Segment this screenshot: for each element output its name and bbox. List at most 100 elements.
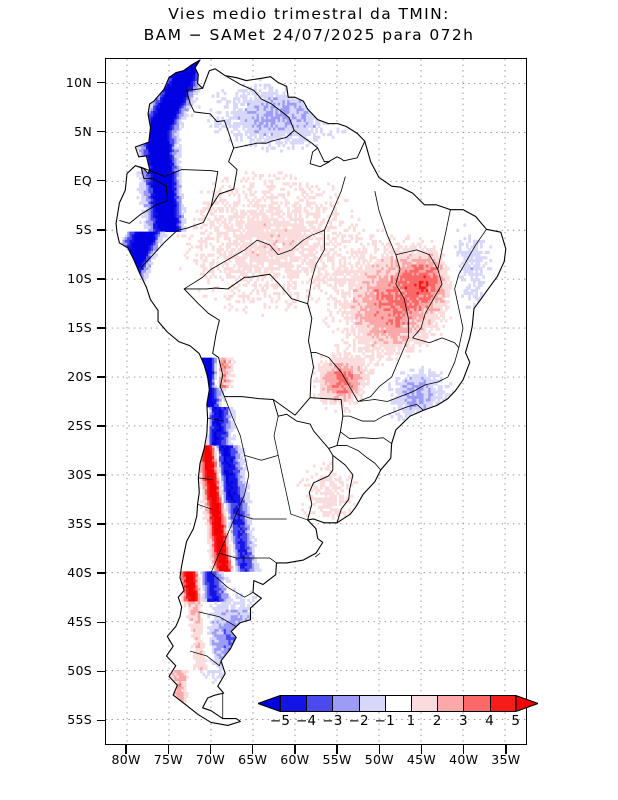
bias-cell <box>138 187 142 191</box>
bias-cell <box>308 132 312 137</box>
bias-cell <box>381 311 384 315</box>
bias-cell <box>362 269 366 274</box>
bias-cell <box>425 302 429 306</box>
bias-cell <box>167 69 170 74</box>
bias-cell <box>294 239 297 243</box>
bias-cell <box>249 89 253 93</box>
bias-cell <box>388 267 391 271</box>
bias-cell <box>181 80 185 85</box>
bias-cell <box>350 264 354 268</box>
bias-cell <box>369 272 373 276</box>
bias-cell <box>155 113 159 117</box>
bias-cell <box>270 182 274 186</box>
bias-cell <box>369 259 373 263</box>
bias-cell <box>136 130 140 134</box>
bias-cell <box>270 130 274 134</box>
bias-cell <box>414 308 417 312</box>
bias-cell <box>470 291 474 296</box>
bias-cell <box>136 171 140 175</box>
bias-cell <box>270 204 274 208</box>
bias-cell <box>265 220 269 224</box>
bias-cell <box>251 127 255 131</box>
bias-cell <box>277 97 281 101</box>
bias-cell <box>400 305 403 309</box>
bias-cell <box>237 116 241 120</box>
bias-cell <box>421 297 424 301</box>
bias-cell <box>108 306 111 309</box>
bias-cell <box>343 278 347 282</box>
bias-cell <box>113 270 116 273</box>
bias-cell <box>458 239 462 243</box>
bias-cell <box>157 165 161 169</box>
bias-cell <box>200 190 203 194</box>
bias-cell <box>280 111 283 115</box>
bias-cell <box>258 111 262 115</box>
bias-cell <box>287 193 290 197</box>
bias-cell <box>138 231 142 235</box>
bias-cell <box>211 269 215 274</box>
bias-cell <box>148 212 152 216</box>
bias-cell <box>282 176 286 180</box>
bias-cell <box>294 176 297 180</box>
bias-cell <box>162 157 166 161</box>
bias-cell <box>122 253 126 257</box>
bias-cell <box>233 108 236 112</box>
bias-cell <box>289 108 293 112</box>
bias-cell <box>150 212 154 216</box>
bias-cell <box>211 237 215 241</box>
bias-cell <box>308 130 312 134</box>
bias-cell <box>153 108 156 112</box>
bias-cell <box>129 289 133 293</box>
bias-cell <box>371 280 375 285</box>
bias-cell <box>416 283 420 287</box>
bias-cell <box>305 100 309 104</box>
bias-cell <box>106 308 109 311</box>
bias-cell <box>254 83 257 87</box>
bias-cell <box>352 250 356 254</box>
bias-cell <box>275 256 279 260</box>
bias-cell <box>228 259 232 263</box>
bias-cell <box>155 204 159 208</box>
bias-cell <box>256 100 260 104</box>
bias-cell <box>284 182 288 186</box>
bias-cell <box>169 67 173 71</box>
bias-cell <box>242 97 246 101</box>
bias-cell <box>138 289 142 293</box>
bias-cell <box>463 223 467 227</box>
bias-cell <box>282 234 286 238</box>
bias-cell <box>251 119 255 123</box>
bias-cell <box>350 116 354 120</box>
bias-cell <box>287 132 290 137</box>
bias-cell <box>421 275 424 279</box>
bias-cell <box>233 231 236 235</box>
bias-cell <box>303 78 307 82</box>
bias-cell <box>145 242 149 246</box>
bias-cell <box>174 223 177 227</box>
bias-cell <box>169 228 173 233</box>
bias-cell <box>164 102 168 106</box>
bias-cell <box>237 248 241 252</box>
bias-cell <box>162 141 166 145</box>
bias-cell <box>141 127 145 131</box>
bias-cell <box>447 278 450 282</box>
bias-cell <box>143 250 147 254</box>
bias-cell <box>117 313 121 317</box>
bias-cell <box>296 209 300 213</box>
bias-cell <box>282 231 286 235</box>
bias-cell <box>178 108 182 112</box>
bias-cell <box>143 132 147 137</box>
bias-cell <box>127 269 130 274</box>
bias-cell <box>136 237 140 241</box>
bias-cell <box>425 297 429 301</box>
bias-cell <box>409 294 413 298</box>
bias-cell <box>369 291 373 296</box>
bias-cell <box>265 149 269 153</box>
bias-cell <box>272 113 276 117</box>
bias-cell <box>275 300 279 304</box>
bias-cell <box>143 248 147 252</box>
bias-cell <box>138 220 142 224</box>
bias-cell <box>240 215 243 219</box>
bias-cell <box>294 283 297 287</box>
bias-cell <box>324 269 328 274</box>
bias-cell <box>155 220 159 224</box>
